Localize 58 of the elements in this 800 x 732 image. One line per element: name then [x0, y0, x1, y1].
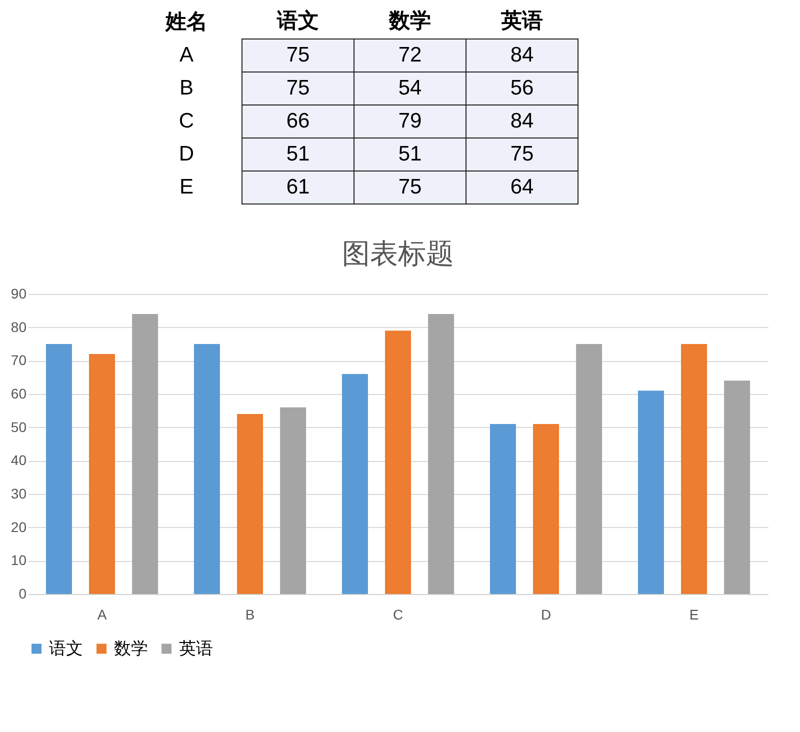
- y-tick-label: D: [178, 142, 194, 166]
- data-label: 79: [398, 110, 422, 132]
- x-tick-label: E: [689, 606, 699, 622]
- y-tick-label: 40: [10, 452, 27, 468]
- y-axis-title: 姓名: [164, 10, 208, 34]
- y-tick-label: C: [178, 110, 194, 132]
- legend-label: 英语: [179, 638, 213, 659]
- x-tick-label: D: [540, 606, 552, 622]
- data-label: 84: [510, 110, 534, 132]
- y-tick-label: B: [179, 76, 194, 100]
- bar: [280, 407, 306, 594]
- data-label: 75: [398, 176, 422, 198]
- data-label: 75: [286, 76, 310, 100]
- y-tick-label: A: [179, 44, 194, 66]
- y-tick-label: 50: [10, 418, 27, 435]
- bar: [576, 344, 602, 594]
- x-tick-label: A: [97, 606, 108, 622]
- y-tick-label: 20: [10, 518, 27, 535]
- bar: [724, 380, 750, 594]
- data-label: 56: [510, 76, 534, 100]
- bar: [194, 344, 220, 594]
- x-tick-label: C: [392, 606, 404, 622]
- data-label: 72: [398, 44, 422, 66]
- data-label: 75: [510, 142, 534, 166]
- bar: [490, 424, 516, 594]
- bar: [385, 330, 411, 594]
- y-tick-label: 10: [10, 552, 27, 568]
- y-tick-label: 90: [10, 286, 27, 302]
- y-tick-label: 80: [10, 318, 27, 335]
- bar: [46, 344, 72, 594]
- y-tick-label: 0: [18, 586, 27, 602]
- chart-title: 图表标题: [342, 237, 454, 270]
- bar: [533, 424, 559, 594]
- x-tick-label: 英语: [500, 8, 543, 32]
- data-label: 54: [398, 76, 422, 100]
- bar: [342, 374, 368, 594]
- y-tick-label: E: [179, 176, 194, 198]
- data-label: 75: [286, 44, 310, 66]
- y-tick-label: 60: [10, 386, 27, 402]
- x-tick-label: 数学: [388, 8, 431, 32]
- bar: [132, 314, 158, 594]
- data-label: 84: [510, 44, 534, 66]
- y-tick-label: 30: [10, 486, 27, 502]
- y-tick-label: 70: [10, 352, 27, 368]
- legend-label: 数学: [114, 638, 148, 659]
- legend-label: 语文: [49, 638, 83, 659]
- x-tick-label: B: [245, 606, 255, 622]
- bar: [237, 414, 263, 594]
- bar: [681, 344, 707, 594]
- data-label: 61: [286, 176, 310, 198]
- data-label: 51: [398, 142, 422, 166]
- bar: [638, 390, 664, 594]
- data-label: 64: [510, 176, 534, 198]
- bar: [89, 354, 115, 594]
- bar: [428, 314, 454, 594]
- x-tick-label: 语文: [276, 8, 319, 32]
- data-label: 66: [286, 110, 310, 132]
- data-label: 51: [286, 142, 310, 166]
